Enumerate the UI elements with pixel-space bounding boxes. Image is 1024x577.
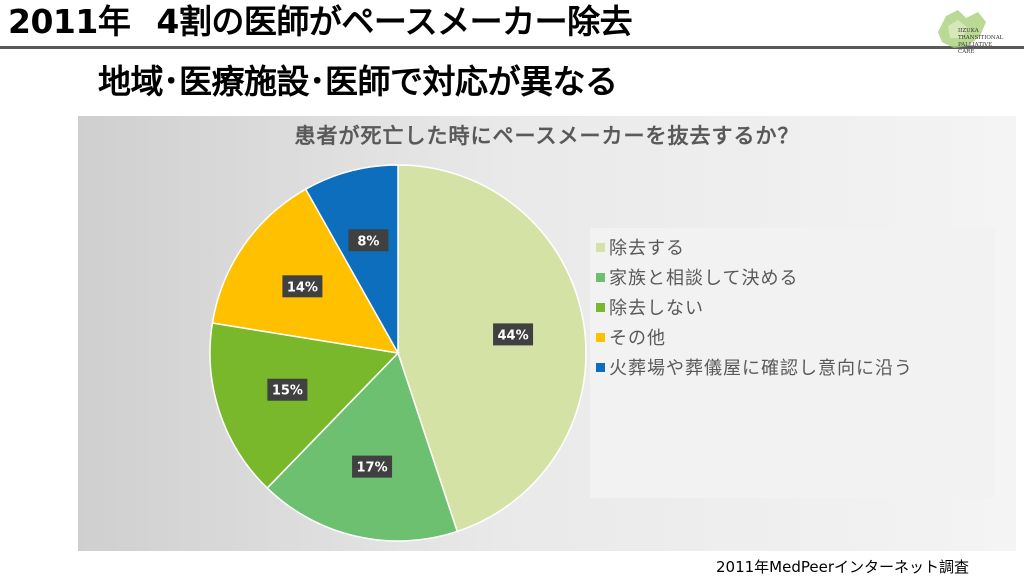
legend-item-1: 家族と相談して決める — [596, 262, 798, 292]
pie-slice-1 — [266, 351, 459, 542]
pie-slice-0 — [397, 164, 587, 533]
pie-slice-3 — [211, 188, 400, 354]
logo-line2: TRANSITIONAL — [958, 35, 1004, 41]
legend-swatch-4 — [596, 362, 605, 372]
logo-line3: PALLIATIVE — [958, 42, 993, 48]
data-label-3: 14% — [287, 280, 318, 295]
logo-line4: CARE — [958, 49, 975, 55]
logo-text: IIZUKA TRANSITIONAL PALLIATIVE CARE — [958, 28, 1003, 56]
pie-slice-2 — [209, 322, 400, 490]
legend-item-4: 火葬場や葬儀屋に確認し意向に沿う — [596, 352, 913, 382]
data-label-2: 15% — [272, 384, 303, 399]
chart-panel: 患者が死亡した時にペースメーカーを抜去するか？ 44% 17% 15% 14% 8% 除… — [78, 116, 1016, 551]
chart-legend: 除去する家族と相談して決める 除去しないその他火葬場や葬儀屋に確認し意向に沿う — [590, 228, 995, 498]
chart-title: 患者が死亡した時にペースメーカーを抜去するか？ — [294, 124, 800, 148]
legend-item-0: 除去する — [596, 232, 685, 262]
title-main: 4割の医師がペースメーカー除去 — [156, 2, 633, 41]
legend-swatch-3 — [596, 332, 605, 342]
data-label-bg-0 — [493, 323, 534, 346]
legend-swatch-2 — [596, 302, 605, 312]
legend-item-3: その他 — [596, 322, 666, 352]
logo-line1: IIZUKA — [958, 28, 979, 34]
data-label-0: 44% — [498, 328, 529, 343]
source-note: 2011年MedPeerインターネット調査 — [716, 558, 970, 576]
data-label-bg-2 — [267, 378, 308, 401]
legend-swatch-1 — [596, 272, 605, 282]
data-label-bg-1 — [352, 455, 393, 478]
logo-icon — [938, 10, 986, 48]
data-label-1: 17% — [357, 461, 388, 476]
slide-title-line1: 2011年 4割の医師がペースメーカー除去 — [8, 2, 633, 42]
data-label-bg-4 — [348, 229, 389, 252]
legend-label-2: 除去しない — [609, 298, 704, 319]
title-year: 2011年 — [8, 2, 131, 41]
data-label-bg-3 — [282, 275, 323, 298]
legend-label-4: 火葬場や葬儀屋に確認し意向に沿う — [609, 358, 913, 379]
legend-label-1: 家族と相談して決める — [609, 268, 799, 289]
legend-label-0: 除去する — [609, 238, 685, 259]
title-divider — [0, 46, 1024, 49]
legend-label-3: その他 — [609, 328, 666, 349]
pie-slice-4 — [304, 164, 399, 356]
legend-item-2: 除去しない — [596, 292, 704, 322]
data-label-4: 8% — [357, 234, 379, 249]
slide-title-line2: 地域･医療施設･医師で対応が異なる — [98, 62, 618, 101]
legend-swatch-0 — [596, 242, 605, 252]
pie-chart: 44% 17% 15% 14% 8% — [209, 164, 587, 542]
